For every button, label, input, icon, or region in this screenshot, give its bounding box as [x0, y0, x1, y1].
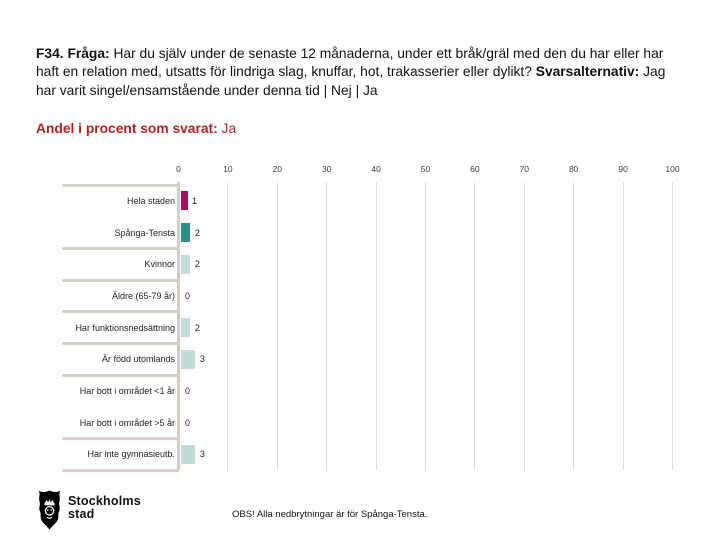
value-label: 2: [194, 227, 200, 238]
value-label: 1: [192, 195, 198, 206]
chart-row: Har funktionsnedsättning 2: [62, 312, 678, 344]
chart-subtitle: Andel i procent som svarat: Ja: [36, 120, 676, 138]
value-label: 3: [199, 354, 205, 365]
chart-row: Hela staden 1: [62, 185, 678, 217]
category-label: Hela staden: [126, 195, 175, 206]
logo-text: Stockholms stad: [68, 495, 141, 521]
chart-row: Äldre (65-79 år) 0: [62, 280, 678, 312]
group-separator: [62, 342, 179, 345]
chart-row: Kvinnor 2: [62, 248, 678, 280]
question-text: F34. Fråga: Har du själv under de senast…: [36, 45, 688, 101]
value-label: 0: [185, 386, 191, 397]
category-label: Har bott i området <1 år: [79, 386, 175, 397]
category-label: Har bott i området >5 år: [79, 417, 175, 428]
x-axis-tick: 60: [470, 164, 480, 174]
category-label: Har funktionsnedsättning: [75, 322, 175, 333]
gridline: [523, 182, 525, 470]
group-separator: [62, 278, 179, 282]
footer-note: OBS! Alla nedbrytningar är för Spånga-Te…: [232, 508, 428, 520]
group-separator: [62, 373, 179, 377]
category-label: Har inte gymnasieutb.: [87, 449, 175, 460]
logo-text-line2: stad: [68, 507, 95, 521]
question-body: Har du själv under de senaste 12 månader…: [36, 45, 664, 80]
logo-text-line1: Stockholms: [68, 494, 141, 508]
x-axis-tick: 80: [568, 164, 579, 174]
bar: [180, 444, 196, 464]
category-label: Spånga-Tensta: [114, 227, 175, 238]
group-separator: [62, 246, 179, 250]
x-axis-tick: 30: [321, 164, 332, 174]
x-axis-tick: 0: [176, 164, 181, 174]
chart-row: Har bott i området >5 år 0: [62, 407, 678, 439]
x-axis-tick: 50: [420, 164, 431, 174]
question-number: F34. Fråga:: [36, 45, 114, 61]
gridline: [622, 182, 624, 470]
gridline: [474, 182, 476, 470]
bar: [180, 254, 191, 274]
y-axis-line: [177, 182, 180, 470]
chart-row: Har inte gymnasieutb. 3: [62, 439, 678, 471]
subtitle-answer: Ja: [221, 120, 237, 136]
chart-row: Spånga-Tensta 2: [62, 217, 678, 249]
group-separator: [62, 183, 179, 187]
answer-options-label: Svarsalternativ:: [535, 64, 644, 80]
value-label: 0: [185, 290, 191, 301]
x-axis-tick: 20: [272, 164, 283, 174]
group-separator: [62, 468, 179, 472]
value-label: 0: [185, 417, 191, 428]
x-axis-tick: 70: [519, 164, 530, 174]
x-axis-tick: 10: [223, 164, 233, 174]
value-label: 2: [194, 322, 200, 333]
category-label: Är född utomlands: [101, 354, 175, 365]
value-label: 3: [199, 449, 205, 460]
chart-row: Har bott i området <1 år 0: [62, 375, 678, 407]
gridline: [375, 182, 377, 470]
gridline: [276, 182, 278, 470]
group-separator: [62, 310, 179, 314]
bar: [180, 349, 196, 369]
category-label: Kvinnor: [144, 259, 175, 270]
chart-row: Är född utomlands 3: [62, 344, 678, 376]
value-label: 2: [194, 259, 200, 270]
gridline: [326, 182, 328, 470]
stockholm-logo: Stockholms stad: [37, 489, 141, 531]
x-axis-tick: 100: [665, 164, 680, 174]
shield-icon: [38, 490, 61, 530]
gridline: [227, 182, 229, 470]
group-separator: [62, 437, 179, 441]
bar-chart: 0 10 20 30 40 50 60 70 80 90 100 Hela staden 1 Spånga…: [62, 158, 680, 474]
x-axis-tick: 40: [371, 164, 381, 174]
answer-options: Jag har varit singel/ensamstående under …: [36, 64, 666, 98]
category-label: Äldre (65-79 år): [111, 290, 175, 301]
plot-area: 0 10 20 30 40 50 60 70 80 90 100 Hela staden 1 Spånga…: [62, 158, 680, 474]
x-axis-tick: 90: [618, 164, 628, 174]
bar: [180, 191, 188, 211]
gridline: [573, 182, 575, 470]
subtitle-prefix: Andel i procent som svarat:: [36, 120, 222, 136]
bar: [180, 222, 191, 242]
bar: [180, 318, 191, 338]
gridline: [672, 182, 673, 470]
gridline: [425, 182, 426, 470]
